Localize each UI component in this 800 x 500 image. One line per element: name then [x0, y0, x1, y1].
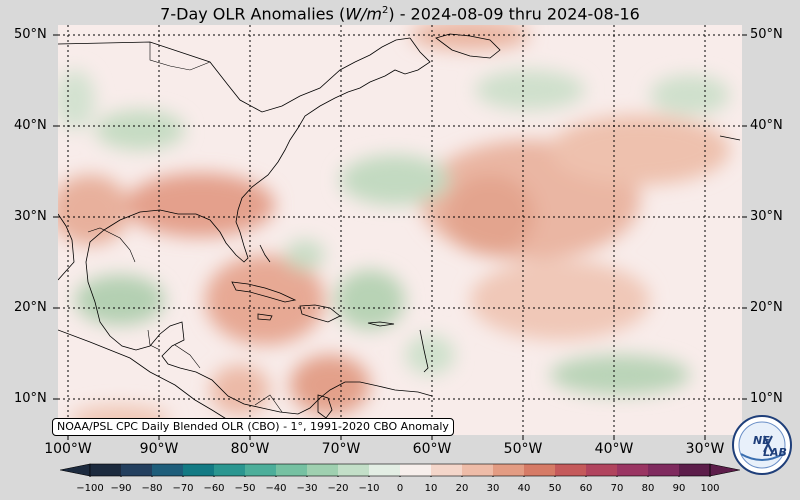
lat-label-right-20: 20°N: [750, 300, 783, 315]
colorbar-segment: [555, 464, 587, 476]
colorbar-tick-label: 80: [641, 483, 655, 494]
lon-label-100w: 100°W: [44, 441, 92, 457]
data-source-note: NOAA/PSL CPC Daily Blended OLR (CBO) - 1…: [52, 418, 454, 436]
lon-label-60w: 60°W: [412, 441, 452, 457]
lon-label-40w: 40°W: [594, 441, 634, 457]
colorbar-tick-label: 60: [579, 483, 593, 494]
colorbar: [60, 463, 740, 477]
lat-label-left-40: 40°N: [14, 118, 47, 133]
colorbar-tick-label: 70: [610, 483, 624, 494]
logo-text-ne: NE: [753, 434, 770, 447]
colorbar-segment: [369, 464, 401, 476]
colorbar-segment: [617, 464, 649, 476]
colorbar-segment: [400, 464, 432, 476]
colorbar-segment: [586, 464, 618, 476]
colorbar-tick-label: 50: [548, 483, 562, 494]
colorbar-tick-label: 20: [455, 483, 469, 494]
colorbar-tick-label: 30: [486, 483, 500, 494]
lat-label-left-30: 30°N: [14, 209, 47, 224]
noaa-nexlab-logo: NE LAB: [732, 415, 792, 475]
colorbar-tick-label: 40: [517, 483, 531, 494]
colorbar-tick-label: −40: [265, 483, 287, 494]
lat-label-left-50: 50°N: [14, 27, 47, 42]
coastlines: [58, 33, 741, 431]
colorbar-segment: [214, 464, 246, 476]
colorbar-min-extend: [60, 463, 91, 477]
lon-label-30w: 30°W: [685, 441, 725, 457]
lon-label-90w: 90°W: [139, 441, 179, 457]
colorbar-tick-label: 100: [700, 483, 720, 494]
lat-label-right-10: 10°N: [750, 391, 783, 406]
colorbar-segment: [524, 464, 556, 476]
lat-label-right-40: 40°N: [750, 118, 783, 133]
colorbar-segment: [245, 464, 277, 476]
colorbar-segment: [648, 464, 680, 476]
lat-label-left-20: 20°N: [14, 300, 47, 315]
lat-label-right-30: 30°N: [750, 209, 783, 224]
colorbar-segment: [121, 464, 153, 476]
lat-label-right-50: 50°N: [750, 27, 783, 42]
lon-label-50w: 50°W: [503, 441, 543, 457]
colorbar-segment: [431, 464, 463, 476]
colorbar-tick-label: −60: [203, 483, 225, 494]
colorbar-segment: [152, 464, 184, 476]
colorbar-tick-label: −50: [234, 483, 256, 494]
colorbar-tick-label: −80: [141, 483, 163, 494]
lat-label-left-10: 10°N: [14, 391, 47, 406]
political-borders: [87, 42, 283, 413]
colorbar-tick-label: −90: [110, 483, 132, 494]
map-title: 7-Day OLR Anomalies (W/m2) - 2024-08-09 …: [160, 4, 640, 24]
anomaly-field: [58, 25, 730, 435]
colorbar-tick-label: −70: [172, 483, 194, 494]
colorbar-tick-label: −30: [296, 483, 318, 494]
colorbar-segment: [338, 464, 370, 476]
colorbar-tick-label: 0: [396, 483, 404, 494]
colorbar-tick-label: −20: [327, 483, 349, 494]
lon-label-80w: 80°W: [230, 441, 270, 457]
colorbar-segment: [90, 464, 122, 476]
colorbar-segment: [183, 464, 215, 476]
colorbar-segment: [462, 464, 494, 476]
graticule: [58, 25, 742, 435]
colorbar-segment: [679, 464, 711, 476]
colorbar-tick-label: −100: [76, 483, 104, 494]
lon-label-70w: 70°W: [321, 441, 361, 457]
colorbar-segment: [307, 464, 339, 476]
logo-text-lab: LAB: [763, 446, 787, 459]
colorbar-segment: [276, 464, 308, 476]
colorbar-segment: [493, 464, 525, 476]
colorbar-tick-label: −10: [358, 483, 380, 494]
colorbar-tick-label: 10: [424, 483, 438, 494]
colorbar-tick-label: 90: [672, 483, 686, 494]
